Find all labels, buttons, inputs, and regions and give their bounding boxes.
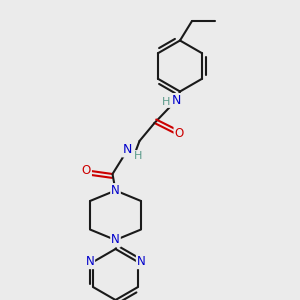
Text: N: N bbox=[111, 184, 120, 197]
Text: N: N bbox=[137, 255, 146, 268]
Text: H: H bbox=[162, 97, 171, 107]
Text: N: N bbox=[85, 255, 94, 268]
Text: N: N bbox=[111, 233, 120, 247]
Text: H: H bbox=[134, 151, 142, 161]
Text: N: N bbox=[123, 143, 132, 157]
Text: N: N bbox=[171, 94, 181, 107]
Text: O: O bbox=[175, 127, 184, 140]
Text: O: O bbox=[82, 164, 91, 178]
